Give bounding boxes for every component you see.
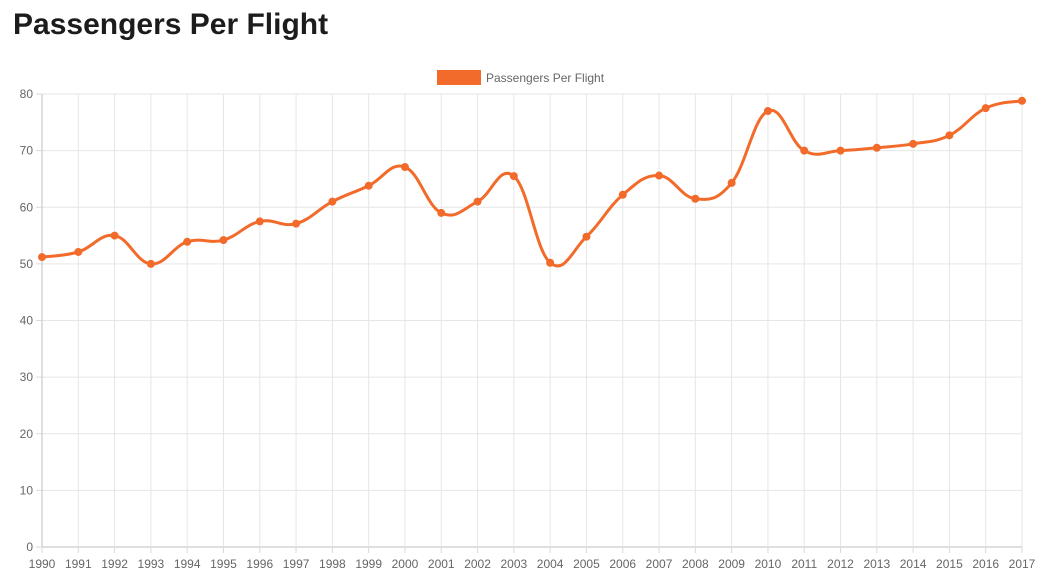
x-axis-ticks: 1990 1991 1992 1993 1994 1995 1996 1997 1998 1999… bbox=[29, 547, 1036, 571]
data-point[interactable] bbox=[1018, 96, 1026, 105]
data-point[interactable] bbox=[763, 106, 772, 115]
x-tick-label: 1998 bbox=[319, 557, 346, 571]
legend-swatch[interactable] bbox=[437, 70, 481, 85]
data-point[interactable] bbox=[400, 163, 409, 172]
x-tick-label: 1996 bbox=[246, 557, 273, 571]
chart-grid bbox=[41, 93, 1023, 548]
x-tick-label: 2004 bbox=[537, 557, 564, 571]
data-point[interactable] bbox=[800, 146, 809, 155]
data-point[interactable] bbox=[328, 197, 337, 206]
y-tick-label: 60 bbox=[20, 200, 34, 214]
data-point[interactable] bbox=[945, 131, 954, 140]
x-tick-label: 2005 bbox=[573, 557, 600, 571]
data-point[interactable] bbox=[546, 258, 555, 267]
y-tick-label: 40 bbox=[20, 314, 34, 328]
page-title: Passengers Per Flight bbox=[13, 8, 329, 41]
data-point[interactable] bbox=[110, 231, 119, 240]
x-tick-label: 2009 bbox=[718, 557, 745, 571]
data-point[interactable] bbox=[582, 232, 591, 241]
y-tick-label: 10 bbox=[20, 483, 34, 497]
x-tick-label: 2017 bbox=[1009, 557, 1036, 571]
data-point[interactable] bbox=[691, 194, 700, 203]
x-tick-label: 1993 bbox=[138, 557, 165, 571]
data-point[interactable] bbox=[146, 259, 155, 268]
y-tick-label: 70 bbox=[20, 144, 34, 158]
data-point[interactable] bbox=[909, 139, 918, 148]
data-point[interactable] bbox=[38, 253, 46, 262]
data-point[interactable] bbox=[292, 219, 301, 228]
data-point[interactable] bbox=[219, 236, 228, 245]
data-point[interactable] bbox=[981, 104, 990, 113]
data-point[interactable] bbox=[836, 146, 845, 155]
x-tick-label: 2003 bbox=[501, 557, 528, 571]
data-point[interactable] bbox=[727, 178, 736, 187]
x-tick-label: 2011 bbox=[791, 557, 817, 571]
data-points bbox=[38, 96, 1026, 268]
x-tick-label: 2012 bbox=[827, 557, 854, 571]
x-tick-label: 1994 bbox=[174, 557, 201, 571]
data-point[interactable] bbox=[473, 197, 482, 206]
series-passengers-per-flight bbox=[38, 96, 1026, 268]
x-tick-label: 2015 bbox=[936, 557, 963, 571]
data-point[interactable] bbox=[872, 143, 881, 152]
x-tick-label: 1991 bbox=[65, 557, 92, 571]
x-tick-label: 2006 bbox=[609, 557, 636, 571]
x-tick-label: 1999 bbox=[355, 557, 382, 571]
y-tick-label: 0 bbox=[26, 540, 33, 554]
x-tick-label: 1995 bbox=[210, 557, 237, 571]
y-tick-label: 30 bbox=[20, 370, 34, 384]
x-tick-label: 2013 bbox=[863, 557, 890, 571]
chart-legend[interactable]: Passengers Per Flight bbox=[437, 70, 605, 85]
data-point[interactable] bbox=[618, 190, 627, 199]
data-point[interactable] bbox=[255, 217, 264, 226]
data-point[interactable] bbox=[509, 172, 518, 181]
x-tick-label: 2000 bbox=[392, 557, 419, 571]
x-tick-label: 1997 bbox=[283, 557, 310, 571]
x-tick-label: 2002 bbox=[464, 557, 491, 571]
data-point[interactable] bbox=[74, 247, 83, 256]
x-tick-label: 2001 bbox=[428, 557, 455, 571]
y-tick-label: 20 bbox=[20, 427, 34, 441]
x-tick-label: 2008 bbox=[682, 557, 709, 571]
y-tick-label: 80 bbox=[20, 87, 34, 101]
y-tick-label: 50 bbox=[20, 257, 34, 271]
data-point[interactable] bbox=[437, 208, 446, 217]
data-point[interactable] bbox=[655, 171, 664, 180]
data-point[interactable] bbox=[364, 181, 373, 190]
x-tick-label: 2016 bbox=[972, 557, 999, 571]
legend-label[interactable]: Passengers Per Flight bbox=[486, 71, 605, 85]
x-tick-label: 1992 bbox=[101, 557, 128, 571]
x-tick-label: 2014 bbox=[900, 557, 927, 571]
data-point[interactable] bbox=[183, 237, 192, 246]
x-tick-label: 2010 bbox=[755, 557, 782, 571]
x-tick-label: 2007 bbox=[646, 557, 673, 571]
x-tick-label: 1990 bbox=[29, 557, 56, 571]
y-axis-ticks: 0 10 20 30 40 50 60 70 80 bbox=[20, 87, 42, 554]
series-line bbox=[41, 99, 1023, 268]
